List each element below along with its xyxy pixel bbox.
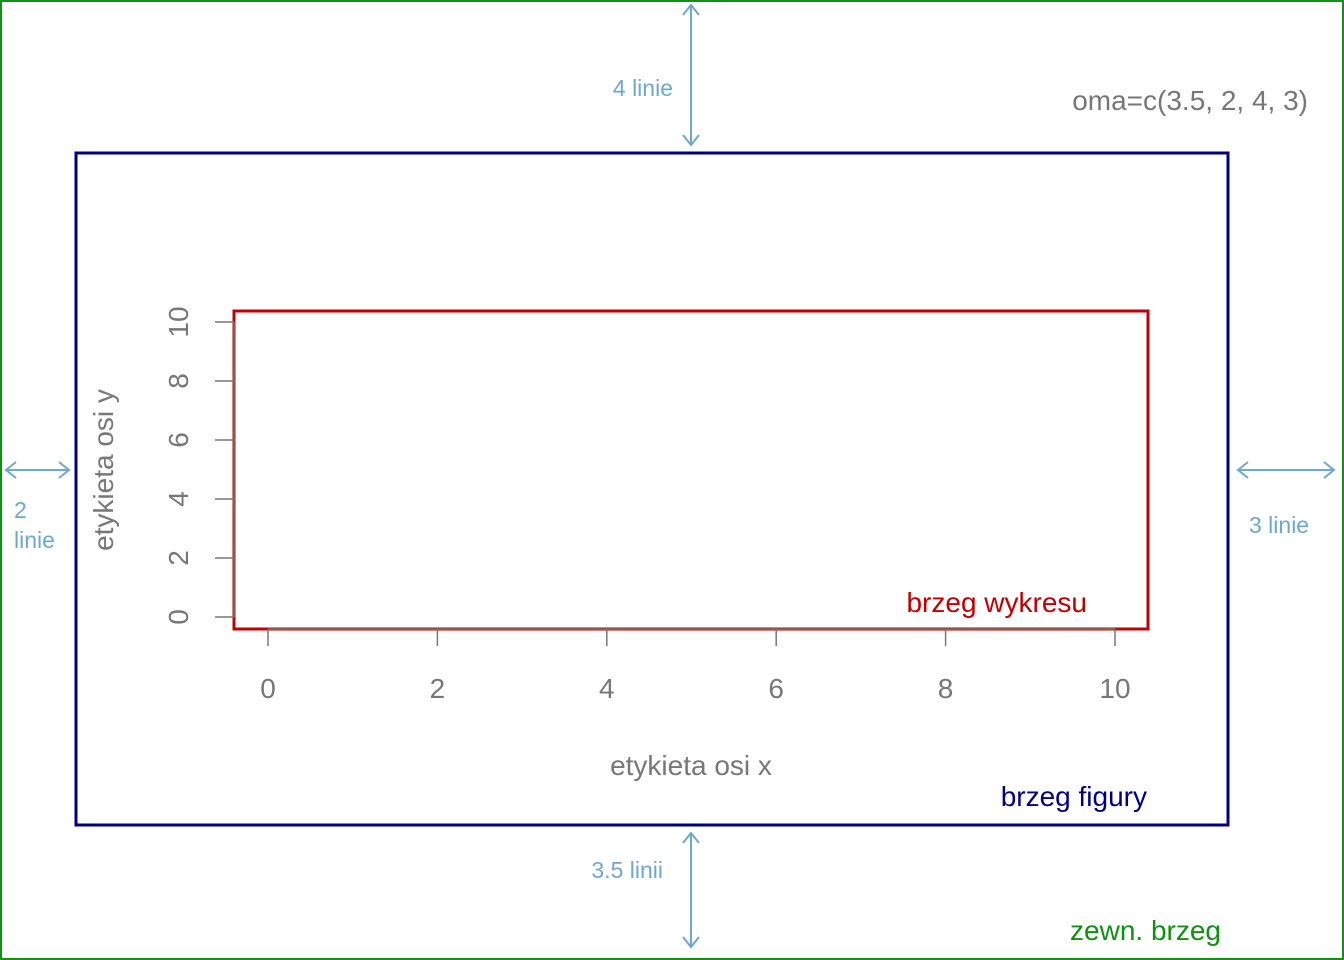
y-tick-label: 4 [163,491,194,507]
x-axis: 0 2 4 6 8 10 [260,628,1131,704]
plot-border [232,309,1150,631]
figure-border [74,151,1230,827]
x-tick-label: 0 [260,673,276,704]
plot-border-label: brzeg wykresu [906,587,1087,618]
x-axis-label: etykieta osi x [610,750,772,781]
y-tick-label: 8 [163,373,194,389]
y-tick-label: 0 [163,609,194,625]
y-tick-label: 6 [163,432,194,448]
bottom-margin-arrow [682,831,700,949]
right-margin-label: 3 linie [1249,512,1309,538]
y-axis-label: etykieta osi y [88,389,119,551]
y-tick-label: 10 [163,306,194,337]
x-tick-label: 2 [430,673,446,704]
figure-border-label: brzeg figury [1001,781,1147,812]
y-tick-label: 2 [163,550,194,566]
left-margin-label-word: linie [14,527,55,553]
right-margin-arrow [1236,461,1336,479]
y-axis: 0 2 4 6 8 10 [163,306,235,625]
margin-arrows [4,3,1336,949]
x-tick-label: 6 [768,673,784,704]
left-margin-arrow [4,461,71,479]
x-tick-label: 8 [938,673,954,704]
left-margin-label-number: 2 [14,497,27,523]
top-margin-arrow [682,3,700,147]
top-margin-label: 4 linie [613,75,673,101]
x-tick-label: 10 [1099,673,1130,704]
outer-border-label: zewn. brzeg [1070,915,1221,946]
bottom-margin-label: 3.5 linii [591,857,663,883]
oma-label: oma=c(3.5, 2, 4, 3) [1072,85,1308,116]
x-tick-label: 4 [599,673,615,704]
